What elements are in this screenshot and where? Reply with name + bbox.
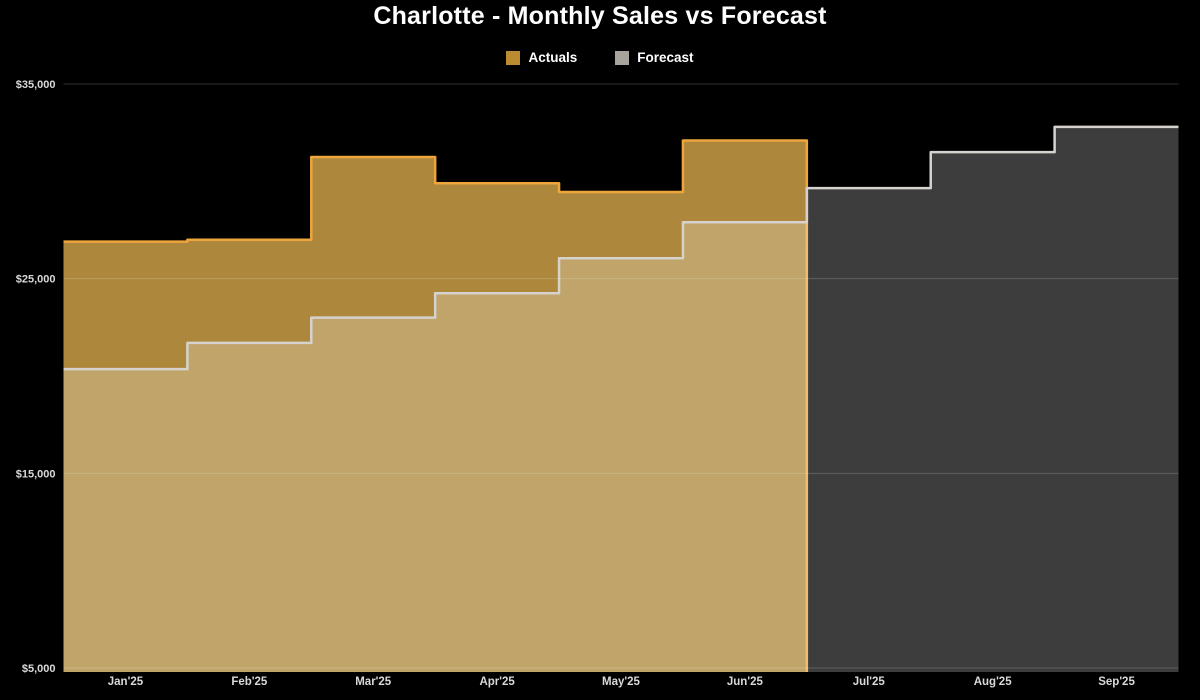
y-tick-label: $5,000 [22,663,56,675]
legend: Actuals Forecast [0,50,1200,65]
x-tick-label: Apr'25 [479,676,515,688]
x-tick-label: Mar'25 [355,676,392,688]
x-tick-label: May'25 [602,676,641,688]
actuals-area [63,140,807,672]
x-tick-label: Feb'25 [231,676,268,688]
legend-label-forecast: Forecast [637,50,694,65]
x-tick-label: Jun'25 [727,676,764,688]
y-tick-label: $35,000 [16,79,56,91]
legend-label-actuals: Actuals [528,50,578,65]
forecast-area [63,126,1179,673]
actuals-line [63,139,809,672]
forecast-line [63,125,1179,371]
x-tick-label: Aug'25 [974,676,1012,688]
legend-item-forecast[interactable]: Forecast [615,50,694,65]
forecast-swatch-icon [615,50,630,65]
chart-title: Charlotte - Monthly Sales vs Forecast [373,2,827,30]
y-tick-label: $15,000 [16,468,56,480]
x-tick-label: Jan'25 [108,676,144,688]
x-tick-label: Jul'25 [853,676,886,688]
legend-item-actuals[interactable]: Actuals [506,50,577,65]
x-tick-label: Sep'25 [1098,676,1135,688]
y-tick-label: $25,000 [16,274,56,286]
actuals-swatch-icon [506,50,521,65]
